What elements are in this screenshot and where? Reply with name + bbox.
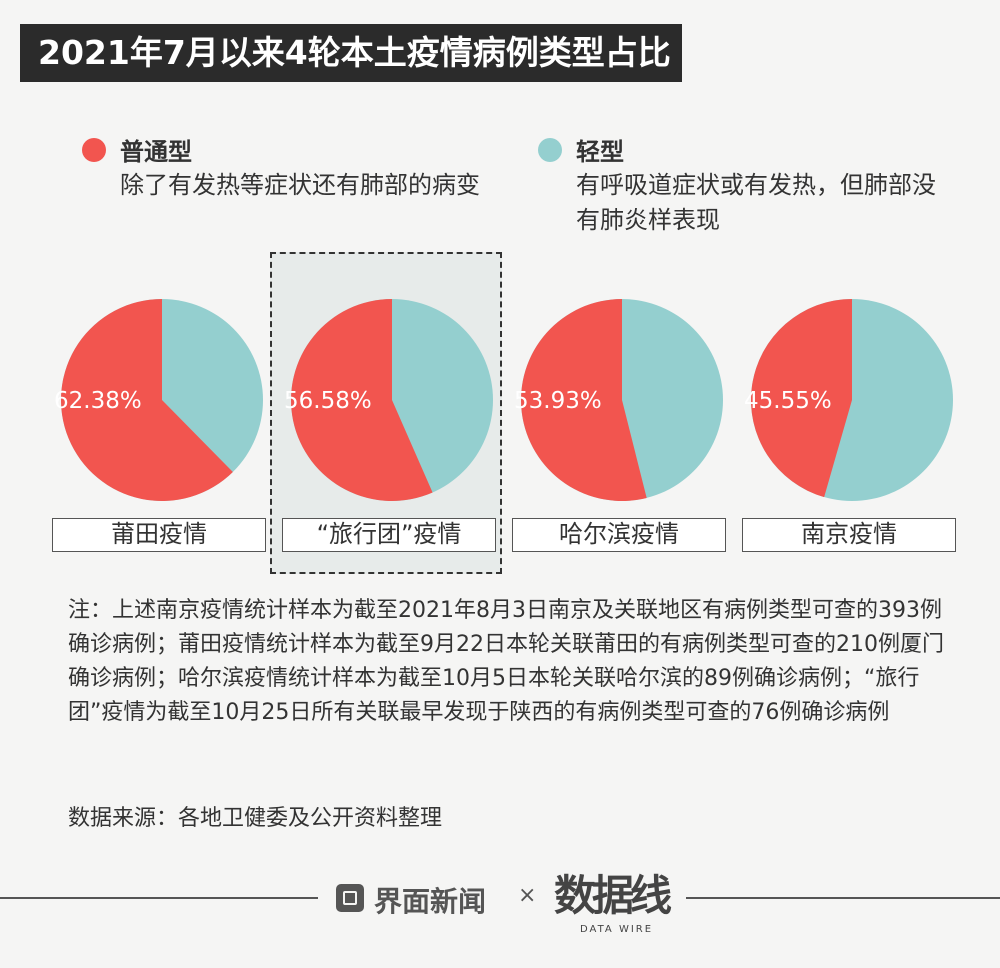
note-text: 注：上述南京疫情统计样本为截至2021年8月3日南京及关联地区有病例类型可查的3… <box>68 598 944 725</box>
datawire-subtitle: DATA WIRE <box>580 924 654 935</box>
pie-group-haerbin: 53.93% 哈尔滨疫情 <box>512 290 732 552</box>
pie-chart-nanjing: 45.55% <box>744 299 953 501</box>
pie-slice-putong <box>60 299 233 501</box>
pie-group-nanjing: 45.55% 南京疫情 <box>742 290 962 552</box>
footer-divider-left <box>0 897 318 899</box>
pie-name-haerbin: 哈尔滨疫情 <box>512 518 726 552</box>
legend-dot-putong <box>82 138 106 162</box>
pie-slice-putong <box>521 299 647 501</box>
pie-group-lvxingtuan: 56.58% “旅行团”疫情 <box>282 290 502 552</box>
pie-data-label: 53.93% <box>514 388 602 414</box>
pie-data-label: 56.58% <box>284 388 372 414</box>
pie-chart-lvxingtuan: 56.58% <box>284 299 493 501</box>
legend-name-qing: 轻型 <box>576 138 624 166</box>
pie-data-label: 62.38% <box>54 388 142 414</box>
legend-name-putong: 普通型 <box>120 138 192 166</box>
pie-group-putian: 62.38% 莆田疫情 <box>52 290 272 552</box>
pie-slice-putong <box>750 299 852 498</box>
legend-desc-qing: 有呼吸道症状或有发热，但肺部没有肺炎样表现 <box>576 171 936 234</box>
pie-data-label: 45.55% <box>744 388 832 414</box>
legend-desc-putong: 除了有发热等症状还有肺部的病变 <box>120 171 480 199</box>
pie-slice-putong <box>291 299 433 501</box>
source-text: 数据来源：各地卫健委及公开资料整理 <box>68 806 443 831</box>
times-sign: × <box>518 883 537 908</box>
chart-title: 2021年7月以来4轮本土疫情病例类型占比 <box>20 24 682 82</box>
legend-dot-qing <box>538 138 562 162</box>
pie-name-putian: 莆田疫情 <box>52 518 266 552</box>
pie-chart-haerbin: 53.93% <box>514 299 723 501</box>
pie-chart-putian: 62.38% <box>54 299 263 501</box>
pie-name-nanjing: 南京疫情 <box>742 518 956 552</box>
footer-divider-right <box>686 897 1000 899</box>
brand-name: 界面新闻 <box>374 885 487 918</box>
datawire-logo: 数据线 <box>554 871 672 920</box>
pie-name-lvxingtuan: “旅行团”疫情 <box>282 518 496 552</box>
jiemian-logo-icon <box>336 884 364 912</box>
